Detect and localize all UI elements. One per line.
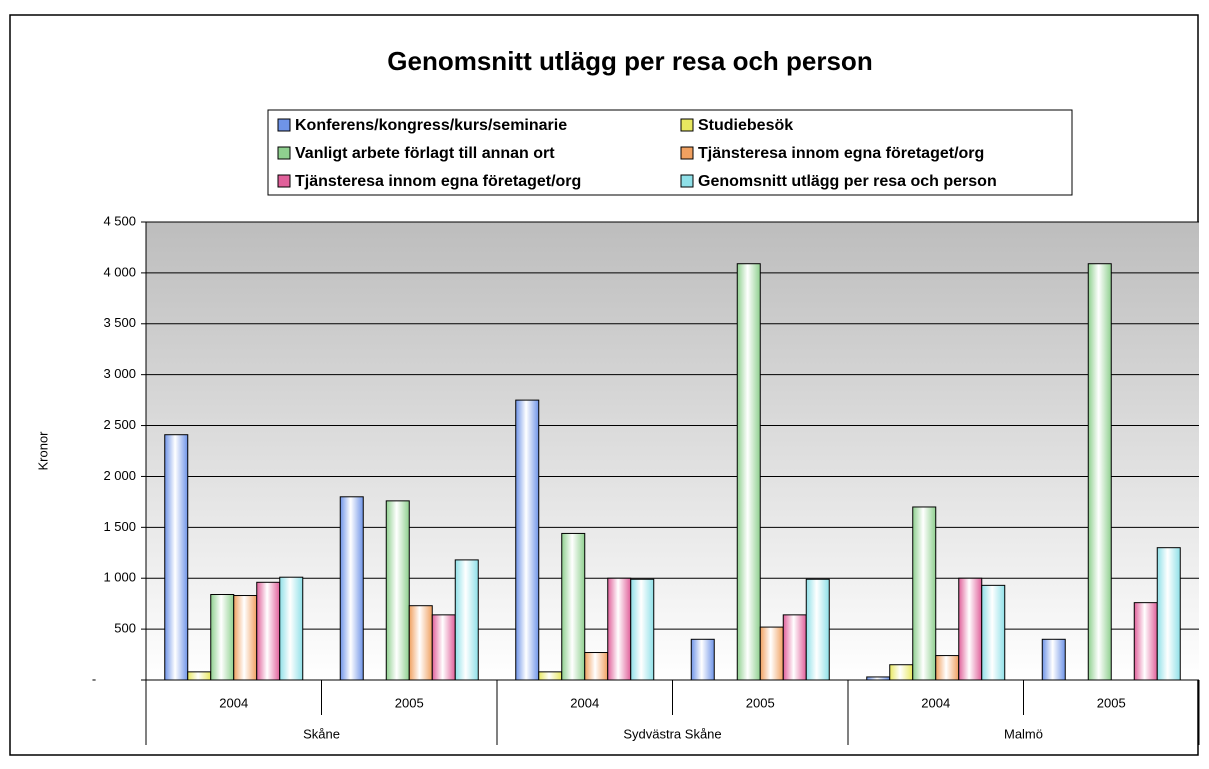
legend-label: Genomsnitt utlägg per resa och person bbox=[698, 173, 997, 190]
legend-swatch bbox=[680, 146, 694, 160]
y-tick-label: - bbox=[92, 671, 96, 686]
chart-title: Genomsnitt utlägg per resa och person bbox=[387, 46, 872, 76]
bar bbox=[782, 614, 807, 681]
bar bbox=[690, 638, 715, 681]
legend-label: Tjänsteresa innom egna företaget/org bbox=[698, 145, 984, 162]
legend-label: Tjänsteresa innom egna företaget/org bbox=[295, 173, 581, 190]
y-tick-label: 1 000 bbox=[103, 570, 136, 585]
bar bbox=[431, 614, 456, 681]
bar bbox=[454, 559, 479, 681]
legend-swatch bbox=[680, 174, 694, 188]
bar bbox=[538, 671, 563, 681]
bar bbox=[339, 496, 364, 681]
bar bbox=[1041, 638, 1066, 681]
bar bbox=[981, 584, 1006, 681]
legend-label: Vanligt arbete förlagt till annan ort bbox=[295, 145, 555, 162]
plot-area bbox=[146, 222, 1199, 680]
group-label: Skåne bbox=[303, 726, 340, 741]
y-tick-label: 3 000 bbox=[103, 366, 136, 381]
bar bbox=[958, 577, 983, 681]
bar bbox=[805, 578, 830, 681]
legend-label: Studiebesök bbox=[698, 117, 793, 134]
bar bbox=[759, 626, 784, 681]
y-tick-label: 4 500 bbox=[103, 213, 136, 228]
bar bbox=[584, 652, 609, 681]
bar bbox=[935, 655, 960, 681]
bar bbox=[607, 577, 632, 681]
y-tick-label: 4 000 bbox=[103, 264, 136, 279]
bar bbox=[164, 434, 189, 681]
bar bbox=[1133, 602, 1158, 681]
bar bbox=[279, 576, 304, 681]
bar bbox=[187, 671, 212, 681]
group-label: Malmö bbox=[1004, 726, 1043, 741]
bar bbox=[912, 506, 937, 681]
y-tick-label: 3 500 bbox=[103, 315, 136, 330]
bar bbox=[736, 263, 761, 681]
y-tick-label: 1 500 bbox=[103, 519, 136, 534]
y-axis-label: Kronor bbox=[35, 431, 50, 471]
x-tick-label: 2004 bbox=[219, 695, 248, 710]
legend-swatch bbox=[277, 118, 291, 132]
bar bbox=[889, 664, 914, 681]
bar bbox=[408, 605, 433, 681]
x-tick-label: 2004 bbox=[570, 695, 599, 710]
legend-swatch bbox=[277, 174, 291, 188]
x-tick-label: 2005 bbox=[746, 695, 775, 710]
group-label: Sydvästra Skåne bbox=[623, 726, 721, 741]
bar bbox=[1087, 263, 1112, 681]
bar bbox=[210, 594, 235, 681]
bar bbox=[630, 578, 655, 681]
legend-swatch bbox=[277, 146, 291, 160]
legend-box bbox=[267, 109, 1073, 196]
bar bbox=[515, 399, 540, 681]
bar bbox=[561, 532, 586, 681]
legend-label: Konferens/kongress/kurs/seminarie bbox=[295, 117, 567, 134]
bar bbox=[1156, 547, 1181, 681]
y-tick-label: 2 500 bbox=[103, 417, 136, 432]
y-tick-label: 2 000 bbox=[103, 468, 136, 483]
x-tick-label: 2005 bbox=[395, 695, 424, 710]
bar bbox=[385, 500, 410, 681]
legend-swatch bbox=[680, 118, 694, 132]
x-tick-label: 2005 bbox=[1097, 695, 1126, 710]
bar bbox=[256, 581, 281, 681]
bar bbox=[233, 595, 258, 681]
x-tick-label: 2004 bbox=[921, 695, 950, 710]
y-tick-label: 500 bbox=[114, 621, 136, 636]
